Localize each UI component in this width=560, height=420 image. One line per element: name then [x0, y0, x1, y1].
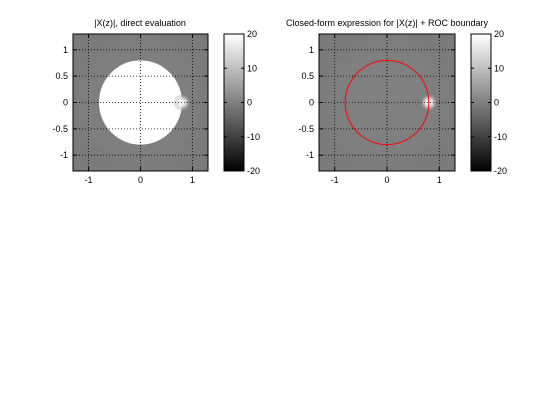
panel1-ytick-label-1: -0.5 [52, 124, 68, 134]
panel1-ytick-label-0: -1 [60, 150, 68, 160]
panel1-region-disk-0 [98, 60, 183, 145]
panel1-ytick-label-2: 0 [63, 98, 68, 108]
panel1-colorbar-tick-label-0: -20 [247, 166, 260, 176]
panel1-colorbar-tick-label-1: -10 [247, 132, 260, 142]
panel2-ytick-label-2: 0 [309, 98, 314, 108]
panel1-colorbar-tick-label-4: 20 [247, 29, 257, 39]
panel2-title: Closed-form expression for |X(z)| + ROC … [286, 18, 488, 28]
panel1-ticks: -1 0 1 -1 -0.5 0 0.5 1 [52, 34, 208, 185]
panel1-xtick-label-2: 1 [190, 175, 195, 185]
panel2-ytick-label-4: 1 [309, 45, 314, 55]
panel2-ytick-label-1: -0.5 [298, 124, 314, 134]
panel1-xtick-label-0: -1 [85, 175, 93, 185]
panel1-xtick-label-1: 0 [138, 175, 143, 185]
panel2-ytick-label-0: -1 [306, 150, 314, 160]
panel-closed-form: Closed-form expression for |X(z)| + ROC … [286, 18, 507, 185]
panel2-xtick-label-2: 1 [437, 175, 442, 185]
panel1-colorbar-ticks: -20 -10 0 10 20 [224, 29, 260, 176]
panel1-data-layer [98, 60, 192, 145]
panel1-ytick-label-4: 1 [63, 45, 68, 55]
panel2-xtick-label-1: 0 [384, 175, 389, 185]
panel2-ytick-label-3: 0.5 [301, 71, 314, 81]
panel2-colorbar-tick-label-4: 20 [494, 29, 504, 39]
panel1-grid [73, 34, 208, 171]
panel1-colorbar-tick-label-3: 10 [247, 63, 257, 73]
panel2-colorbar-tick-label-3: 10 [494, 63, 504, 73]
panel1-title: |X(z)|, direct evaluation [94, 18, 186, 28]
panel2-xtick-label-0: -1 [331, 175, 339, 185]
panel2-roc-boundary [344, 59, 430, 146]
panel2-grid [319, 34, 455, 171]
panel1-ytick-label-3: 0.5 [55, 71, 68, 81]
panel1-colorbar-tick-label-2: 0 [247, 98, 252, 108]
panel2-colorbar-tick-label-1: -10 [494, 132, 507, 142]
panel2-colorbar-ticks: -20 -10 0 10 20 [471, 29, 507, 176]
panel2-ticks: -1 0 1 -1 -0.5 0 0.5 1 [298, 34, 455, 185]
panel-direct-evaluation: |X(z)|, direct evaluation -1 0 1-1-0.500.5… [52, 18, 260, 185]
panel2-colorbar-tick-label-0: -20 [494, 166, 507, 176]
panel2-colorbar-tick-label-2: 0 [494, 98, 499, 108]
panel1-peak [173, 93, 192, 112]
